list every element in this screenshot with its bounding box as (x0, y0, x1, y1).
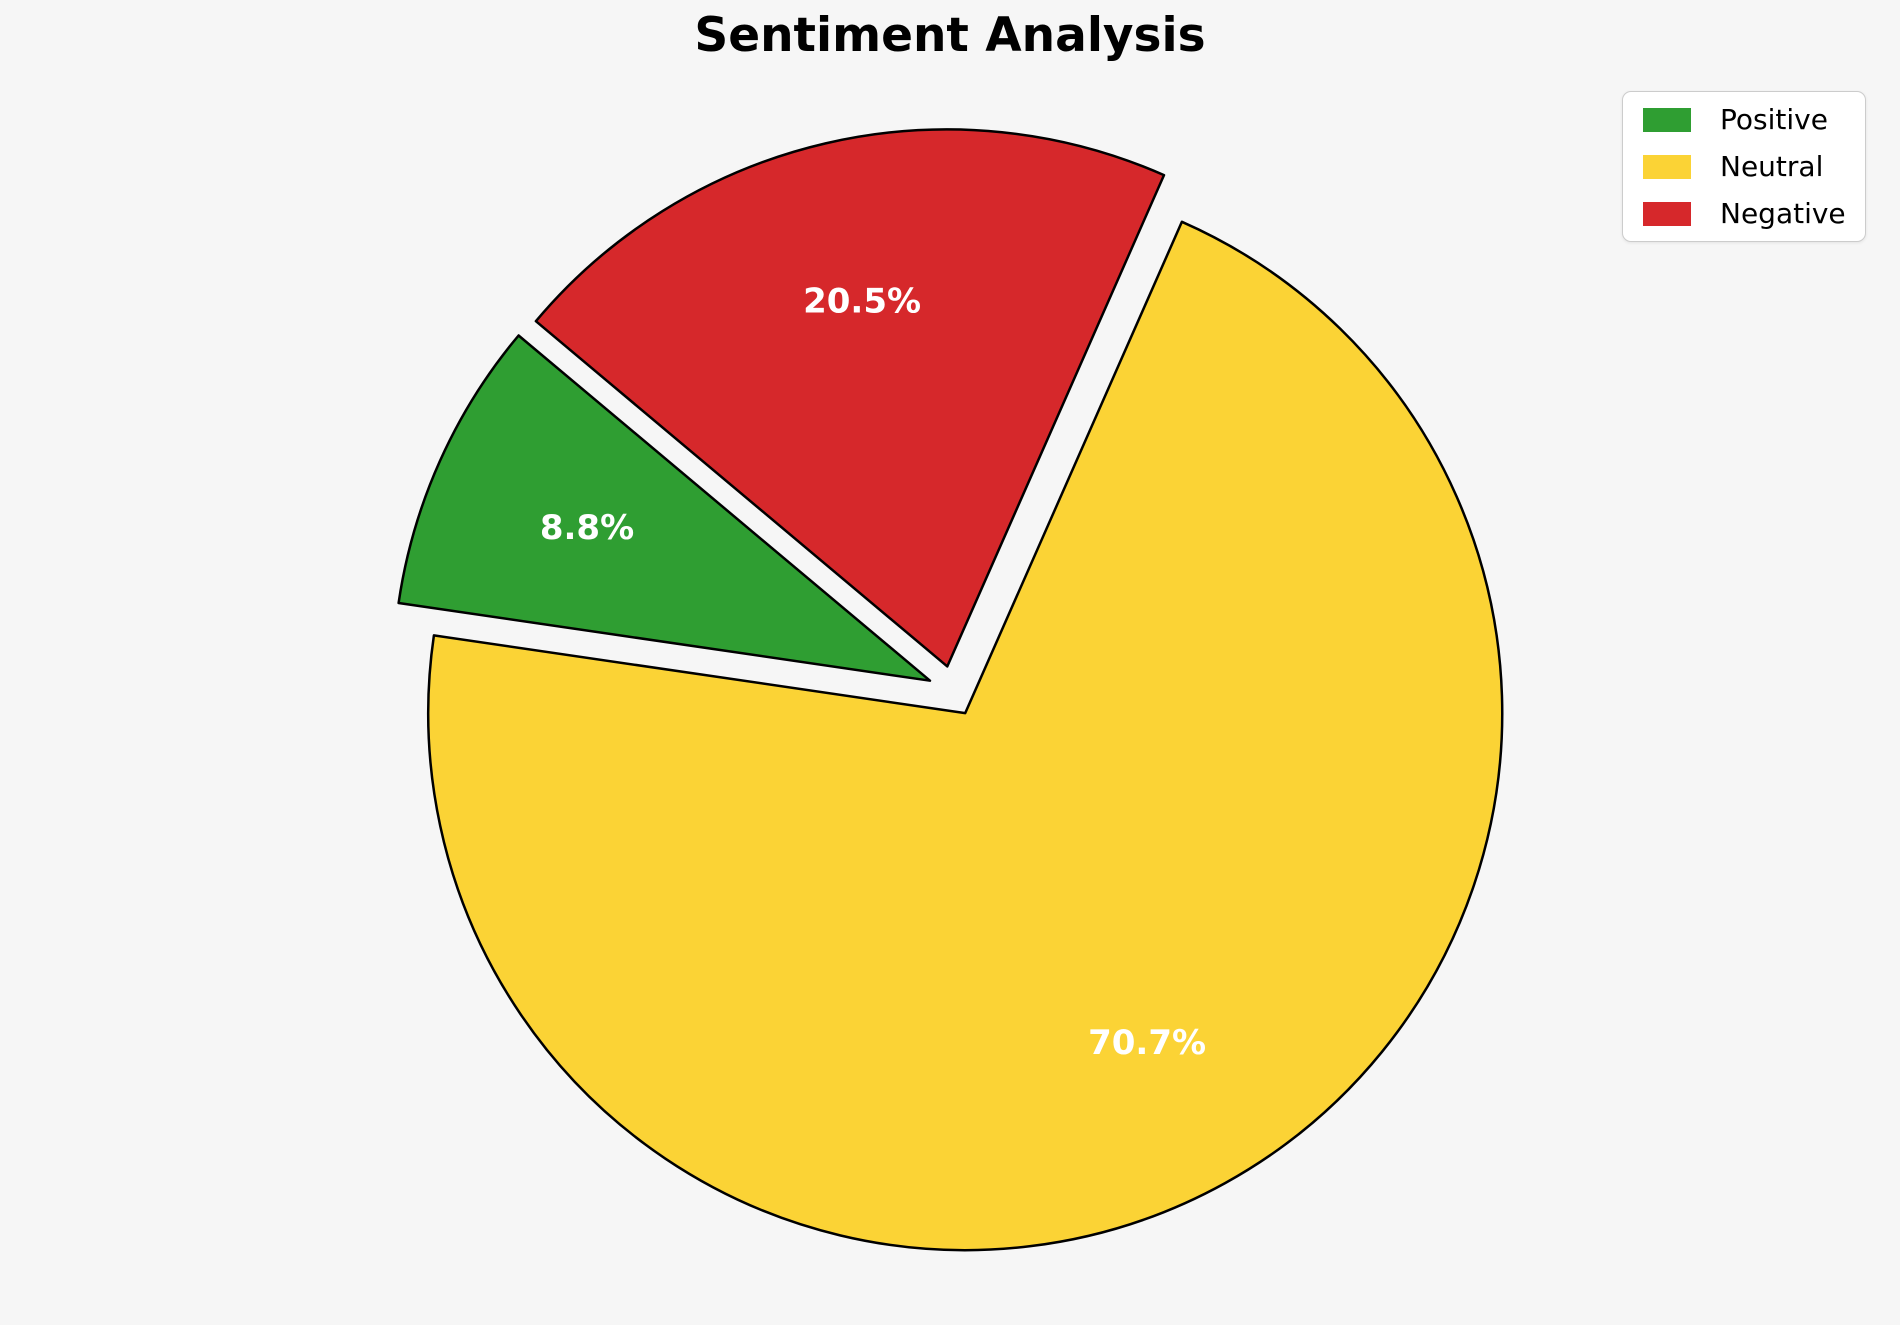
legend-item-neutral: Neutral (1623, 143, 1865, 190)
legend-label-neutral: Neutral (1720, 149, 1824, 183)
pie-pct-label-negative: 20.5% (803, 281, 921, 321)
pie-slice-neutral (426, 220, 1504, 1252)
chart-title: Sentiment Analysis (694, 8, 1206, 63)
legend-label-negative: Negative (1720, 196, 1846, 230)
pie-slice-positive (397, 334, 932, 682)
legend-swatch-negative (1643, 201, 1691, 226)
legend-item-positive: Positive (1623, 96, 1865, 143)
legend: Positive Neutral Negative (1622, 91, 1866, 242)
pie-slice-negative (534, 128, 1166, 668)
pie-pct-label-positive: 8.8% (540, 508, 634, 548)
legend-label-positive: Positive (1720, 102, 1828, 136)
legend-swatch-positive (1643, 107, 1691, 132)
legend-item-negative: Negative (1623, 190, 1865, 237)
pie-pct-label-neutral: 70.7% (1088, 1023, 1206, 1063)
legend-swatch-neutral (1643, 154, 1691, 179)
